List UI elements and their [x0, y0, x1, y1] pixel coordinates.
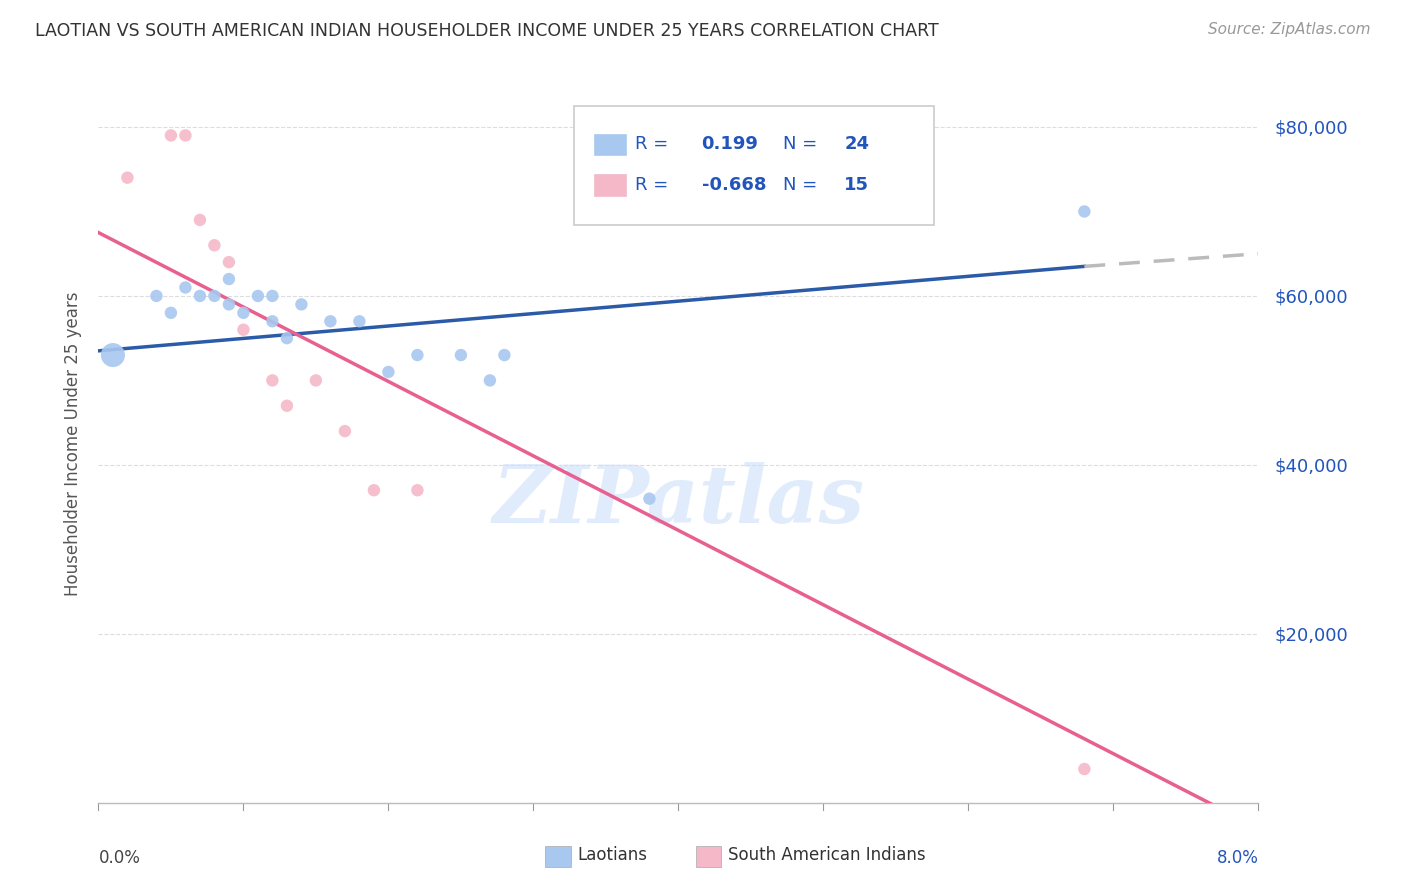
- Text: -0.668: -0.668: [702, 177, 766, 194]
- Point: [333, 424, 356, 438]
- Point: [406, 348, 429, 362]
- Point: [262, 289, 284, 303]
- FancyBboxPatch shape: [593, 134, 626, 155]
- Point: [478, 373, 501, 387]
- Point: [246, 289, 269, 303]
- Text: Source: ZipAtlas.com: Source: ZipAtlas.com: [1208, 22, 1371, 37]
- Point: [377, 365, 399, 379]
- Point: [218, 255, 240, 269]
- Point: [290, 297, 312, 311]
- Text: 8.0%: 8.0%: [1216, 849, 1258, 867]
- Point: [319, 314, 342, 328]
- Point: [218, 272, 240, 286]
- Text: South American Indians: South American Indians: [728, 846, 927, 863]
- Point: [638, 491, 661, 506]
- Point: [349, 314, 371, 328]
- Point: [406, 483, 429, 498]
- Point: [450, 348, 472, 362]
- Point: [262, 373, 284, 387]
- Point: [145, 289, 167, 303]
- Point: [204, 289, 226, 303]
- FancyBboxPatch shape: [546, 846, 571, 867]
- Text: R =: R =: [636, 136, 669, 153]
- Text: 15: 15: [844, 177, 869, 194]
- Point: [494, 348, 516, 362]
- Point: [204, 238, 226, 252]
- Point: [1073, 762, 1095, 776]
- Point: [101, 348, 124, 362]
- Point: [305, 373, 328, 387]
- Point: [276, 331, 298, 345]
- Text: Laotians: Laotians: [578, 846, 648, 863]
- Point: [160, 306, 183, 320]
- Text: ZIPatlas: ZIPatlas: [492, 462, 865, 540]
- Text: N =: N =: [783, 177, 817, 194]
- Point: [232, 306, 254, 320]
- FancyBboxPatch shape: [574, 106, 934, 225]
- Point: [174, 128, 197, 143]
- Point: [232, 323, 254, 337]
- FancyBboxPatch shape: [593, 175, 626, 196]
- Point: [117, 170, 139, 185]
- Point: [262, 314, 284, 328]
- Text: 24: 24: [844, 136, 869, 153]
- Point: [276, 399, 298, 413]
- Point: [1073, 204, 1095, 219]
- FancyBboxPatch shape: [696, 846, 721, 867]
- Point: [218, 297, 240, 311]
- Point: [160, 128, 183, 143]
- Point: [188, 213, 211, 227]
- Point: [188, 289, 211, 303]
- Point: [884, 204, 907, 219]
- Text: N =: N =: [783, 136, 817, 153]
- Point: [363, 483, 385, 498]
- Text: LAOTIAN VS SOUTH AMERICAN INDIAN HOUSEHOLDER INCOME UNDER 25 YEARS CORRELATION C: LAOTIAN VS SOUTH AMERICAN INDIAN HOUSEHO…: [35, 22, 939, 40]
- Y-axis label: Householder Income Under 25 years: Householder Income Under 25 years: [63, 292, 82, 596]
- Text: 0.0%: 0.0%: [98, 849, 141, 867]
- Text: 0.199: 0.199: [702, 136, 758, 153]
- Text: R =: R =: [636, 177, 669, 194]
- Point: [174, 280, 197, 294]
